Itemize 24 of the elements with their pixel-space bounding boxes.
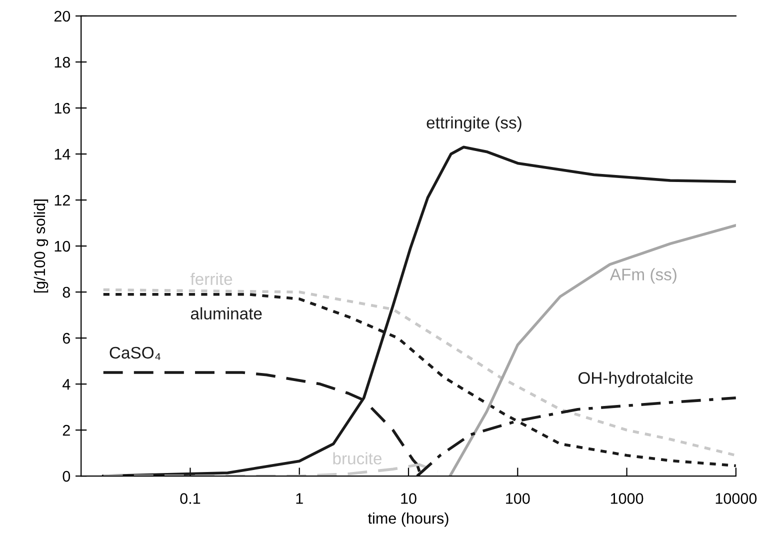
y-tick-label: 0 xyxy=(62,470,70,482)
series-label: CaSO₄ xyxy=(110,346,160,360)
x-tick-label: 1000 xyxy=(610,493,644,504)
series-label: aluminate xyxy=(190,307,262,320)
y-tick-label: 2 xyxy=(62,424,70,436)
x-axis-title: time (hours) xyxy=(368,512,448,527)
y-tick-label: 6 xyxy=(62,332,70,344)
y-tick-label: 18 xyxy=(54,56,70,68)
x-tick-label: 1 xyxy=(296,493,303,504)
x-tick-label: 100 xyxy=(506,493,530,504)
y-tick-label: 20 xyxy=(54,10,70,22)
x-tick-label: 10000 xyxy=(716,493,757,504)
series-label: AFm (ss) xyxy=(610,268,676,284)
y-tick-label: 4 xyxy=(62,379,70,390)
x-tick-label: 0.1 xyxy=(180,493,200,504)
series-label: OH-hydrotalcite xyxy=(578,372,693,388)
y-tick-label: 16 xyxy=(54,102,70,114)
y-tick-label: 14 xyxy=(54,149,70,160)
y-tick-label: 10 xyxy=(54,240,70,252)
y-axis-title: [g/100 g solid] xyxy=(34,200,48,292)
y-tick-label: 8 xyxy=(62,286,70,298)
x-tick-label: 10 xyxy=(401,493,416,504)
y-tick-label: 12 xyxy=(54,194,70,206)
series-label: ettringite (ss) xyxy=(426,116,522,132)
